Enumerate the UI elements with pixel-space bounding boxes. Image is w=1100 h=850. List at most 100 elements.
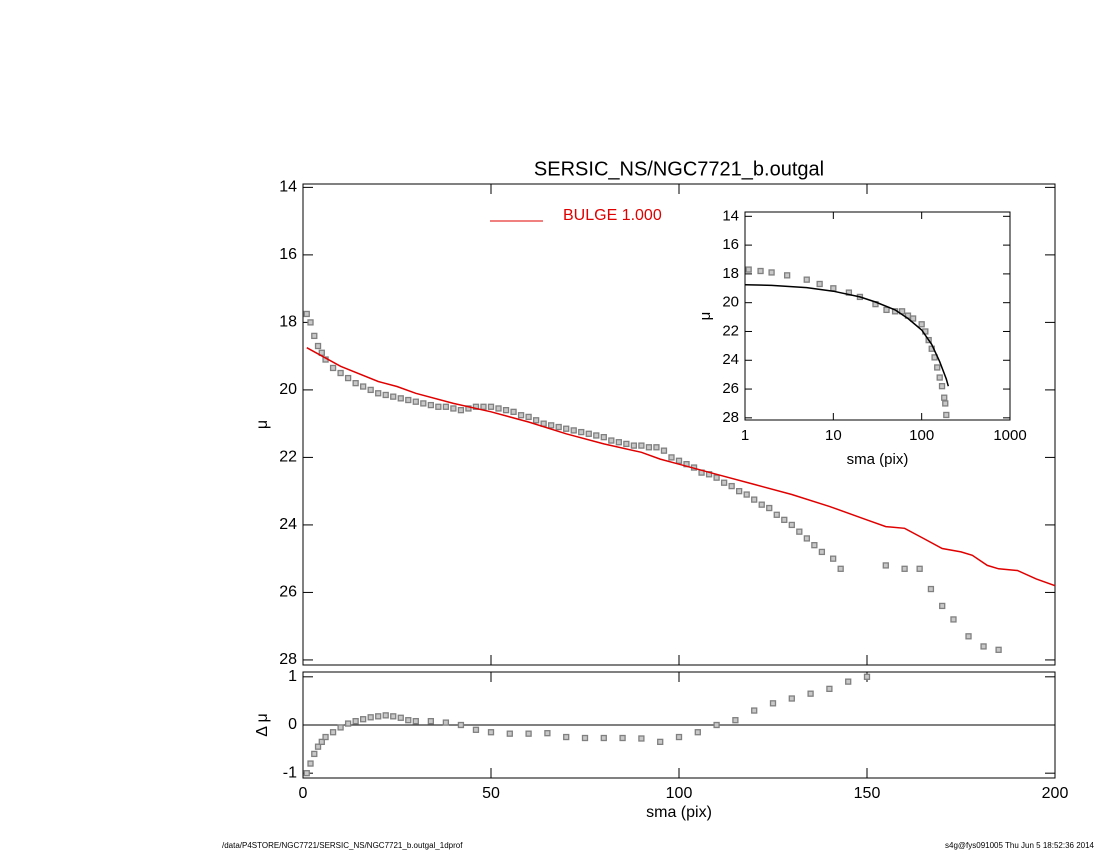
data-point	[803, 535, 810, 542]
data-point	[916, 565, 923, 572]
data-point	[352, 717, 359, 725]
data-point	[382, 712, 389, 719]
data-point	[397, 395, 404, 402]
data-point	[585, 430, 592, 437]
data-point	[311, 332, 318, 340]
data-point	[615, 439, 622, 446]
data-point	[390, 393, 397, 400]
data-point	[619, 734, 626, 742]
y-tick-label: 26	[722, 380, 739, 397]
data-point	[728, 482, 735, 490]
data-point	[303, 310, 310, 318]
chart-title: SERSIC_NS/NGC7721_b.outgal	[534, 158, 824, 180]
data-point	[532, 417, 540, 424]
y-tick-label: 18	[722, 265, 739, 282]
data-point	[630, 442, 638, 449]
data-point	[769, 700, 777, 707]
data-point	[344, 720, 352, 727]
data-point	[600, 434, 607, 441]
data-point	[510, 408, 517, 415]
data-point	[901, 565, 908, 572]
data-point	[936, 374, 943, 381]
y-tick-label: 20	[722, 294, 739, 311]
plot-frame	[744, 211, 1011, 421]
data-point	[314, 342, 322, 350]
data-point	[502, 407, 510, 414]
data-point	[675, 457, 683, 464]
data-point	[653, 444, 660, 451]
data-point	[796, 528, 803, 535]
footer-path: /data/P4STORE/NGC7721/SERSIC_NS/NGC7721_…	[222, 841, 463, 850]
data-point	[768, 269, 775, 276]
data-point	[668, 454, 675, 461]
data-point	[743, 491, 750, 498]
data-point	[382, 391, 389, 399]
data-point	[337, 724, 344, 731]
data-point	[303, 770, 310, 777]
data-point	[525, 413, 532, 421]
data-point	[329, 364, 337, 372]
y-axis-label: μ	[697, 312, 714, 321]
data-point	[980, 643, 987, 650]
x-axis-label: sma (pix)	[847, 451, 909, 468]
data-point	[766, 504, 773, 512]
data-point	[427, 401, 434, 409]
data-point	[405, 717, 412, 724]
x-tick-label: 150	[854, 785, 881, 802]
y-tick-label: 20	[279, 381, 297, 398]
data-point	[788, 695, 795, 702]
data-point	[965, 633, 972, 640]
data-point	[600, 734, 607, 742]
data-point	[487, 403, 495, 410]
y-tick-label: 22	[279, 449, 297, 466]
data-point	[927, 585, 935, 593]
y-axis-label: Δ μ	[254, 713, 271, 736]
x-tick-label: 10	[825, 427, 842, 444]
data-point	[694, 729, 701, 736]
data-point	[525, 730, 532, 737]
data-point	[758, 501, 765, 508]
data-point	[427, 717, 434, 725]
data-point	[745, 266, 752, 273]
data-point	[732, 717, 739, 724]
data-point	[623, 440, 630, 448]
data-point	[863, 673, 871, 680]
data-point	[781, 516, 788, 524]
data-point	[329, 729, 337, 736]
data-point	[675, 733, 683, 741]
data-point	[942, 400, 949, 407]
y-tick-label: 22	[722, 322, 739, 339]
data-point	[757, 267, 764, 275]
model-line	[745, 283, 950, 387]
y-tick-label: 28	[279, 651, 297, 668]
x-tick-label: 100	[909, 427, 934, 444]
data-point	[307, 319, 314, 326]
data-point	[548, 422, 555, 429]
y-tick-label: 28	[722, 409, 739, 426]
data-point	[751, 707, 758, 714]
legend-label: BULGE 1.000	[563, 207, 662, 224]
data-point	[995, 646, 1002, 653]
data-point	[314, 743, 322, 750]
data-point	[435, 403, 442, 410]
data-point	[563, 425, 570, 432]
y-tick-label: 14	[722, 207, 739, 224]
data-point	[465, 405, 472, 412]
data-point	[318, 738, 325, 746]
data-point	[593, 432, 600, 439]
data-point	[882, 562, 889, 569]
data-point	[307, 760, 314, 767]
y-tick-label: 24	[722, 351, 739, 368]
chart: 1 10 100 1000 14 16 18 20 22 24 26 28 μ sma (pix)	[697, 207, 1027, 468]
data-point	[570, 427, 577, 434]
data-point	[938, 383, 946, 390]
plot-area	[303, 673, 871, 777]
y-tick-label: 18	[279, 314, 297, 331]
data-point	[563, 733, 570, 741]
data-point	[344, 374, 352, 382]
data-point	[830, 555, 837, 562]
x-tick-label: 1	[741, 427, 749, 444]
model-line	[306, 347, 1055, 587]
data-point	[720, 479, 728, 486]
